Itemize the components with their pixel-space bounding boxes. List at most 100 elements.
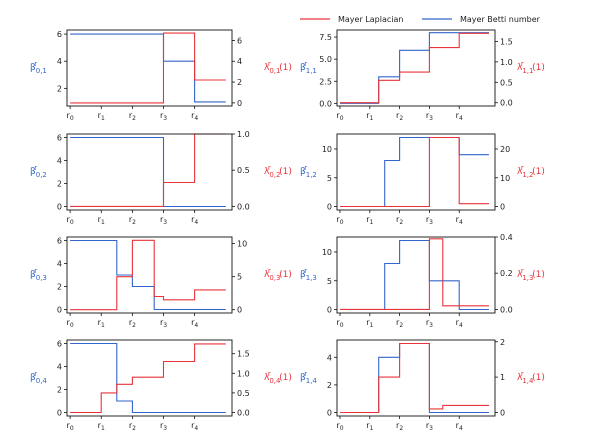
laplacian-series-line: [70, 133, 226, 207]
left-y-tick-label: 4: [57, 156, 62, 165]
left-axis-label: β0,1r: [30, 60, 47, 75]
betti-series-line: [340, 136, 489, 208]
left-y-tick-label: 10: [322, 145, 332, 154]
right-y-tick-label: 0: [237, 306, 242, 315]
right-y-tick-label: 4: [237, 57, 242, 66]
right-y-tick-label: 2: [237, 78, 242, 87]
laplacian-series-line: [70, 343, 226, 414]
x-tick-label: r3: [426, 111, 433, 122]
chart-panel-1-4: 0 2 4 0 1 2 r0 r1 r2 r3 r4 β1,4r λ1,4r (1): [300, 338, 545, 432]
left-axis-label: β0,2r: [30, 164, 47, 179]
legend: Mayer Laplacian Mayer Betti number: [300, 15, 541, 24]
laplacian-series-line: [340, 238, 489, 310]
betti-series-line: [70, 136, 226, 208]
plot-frame: [66, 29, 233, 107]
left-y-tick-label: 6: [57, 30, 62, 39]
betti-series-line: [70, 239, 226, 311]
left-y-tick-label: 0: [327, 306, 332, 315]
x-tick-label: r2: [129, 111, 136, 122]
plot-frame: [336, 339, 496, 417]
left-y-tick-label: 2.5: [319, 77, 332, 86]
left-y-tick-label: 4: [327, 353, 332, 362]
laplacian-series-line: [70, 239, 226, 311]
betti-series-line: [70, 342, 226, 414]
right-y-tick-label: 1.0: [237, 130, 250, 139]
left-y-tick-label: 2: [327, 381, 332, 390]
right-y-tick-label: 1: [500, 373, 505, 382]
x-tick-label: r1: [98, 421, 105, 432]
x-tick-label: r2: [396, 421, 403, 432]
left-y-tick-label: 2: [57, 180, 62, 189]
x-tick-label: r1: [366, 215, 373, 226]
right-y-tick-label: 0: [500, 408, 505, 417]
x-tick-label: r2: [396, 215, 403, 226]
x-tick-label: r0: [336, 215, 343, 226]
left-axis-label: β1,2r: [300, 164, 317, 179]
betti-series-line: [340, 239, 489, 311]
plot-frame: [66, 339, 233, 417]
right-y-tick-label: 6: [237, 36, 242, 45]
x-tick-label: r1: [98, 318, 105, 329]
left-y-tick-label: 6: [57, 339, 62, 348]
left-y-tick-label: 5: [327, 174, 332, 183]
x-tick-label: r1: [366, 111, 373, 122]
right-y-tick-label: 0: [237, 99, 242, 108]
x-tick-label: r2: [396, 111, 403, 122]
right-y-tick-label: 2: [500, 338, 505, 347]
chart-panel-0-4: 0 2 4 6 0.0 0.5 1.0 1.5 r0 r1 r2 r3 r4 β0,4r λ0,4r (1): [30, 339, 292, 432]
x-tick-label: r0: [67, 111, 74, 122]
laplacian-series-line: [340, 136, 489, 208]
right-axis-label: λ1,2r (1): [517, 164, 545, 179]
right-axis-label: λ1,3r (1): [517, 267, 545, 282]
x-tick-label: r2: [129, 421, 136, 432]
right-y-tick-label: 0.5: [237, 389, 250, 398]
right-y-tick-label: 1.0: [500, 58, 513, 67]
right-y-tick-label: 0.0: [500, 305, 513, 314]
x-tick-label: r4: [191, 421, 198, 432]
left-axis-label: β0,4r: [30, 370, 47, 385]
x-tick-label: r2: [129, 318, 136, 329]
laplacian-series-line: [340, 342, 489, 414]
laplacian-series-line: [340, 32, 489, 104]
left-y-tick-label: 5.0: [319, 55, 332, 64]
left-y-tick-label: 0: [57, 306, 62, 315]
plot-frame: [66, 236, 233, 314]
left-y-tick-label: 0: [327, 409, 332, 418]
right-y-tick-label: 10: [500, 174, 510, 183]
left-axis-label: β1,1r: [300, 60, 317, 75]
left-y-tick-label: 0: [327, 203, 332, 212]
left-y-tick-label: 6: [57, 236, 62, 245]
x-tick-label: r4: [456, 421, 463, 432]
x-tick-label: r4: [191, 111, 198, 122]
chart-panel-1-1: 0.0 2.5 5.0 7.5 0.0 0.5 1.0 1.5 r0 r1 r2 r3 r4 β1,1r λ…: [300, 29, 545, 122]
right-axis-label: λ0,1r (1): [264, 60, 292, 75]
plot-frame: [336, 133, 496, 211]
left-y-tick-label: 0.0: [319, 99, 332, 108]
left-y-tick-label: 4: [57, 57, 62, 66]
x-tick-label: r0: [336, 421, 343, 432]
plot-frame: [66, 133, 233, 211]
left-y-tick-label: 2: [57, 84, 62, 93]
left-y-tick-label: 4: [57, 259, 62, 268]
right-axis-label: λ0,4r (1): [264, 370, 292, 385]
betti-series-line: [70, 33, 226, 103]
chart-panel-1-3: 0 5 10 0.0 0.2 0.4 r0 r1 r2 r3 r4 β1,3r λ1,3r (1): [300, 233, 545, 329]
left-y-tick-label: 2: [57, 386, 62, 395]
x-tick-label: r3: [160, 215, 167, 226]
right-axis-label: λ1,4r (1): [517, 370, 545, 385]
x-tick-label: r0: [67, 318, 74, 329]
right-y-tick-label: 10: [237, 240, 247, 249]
betti-series-line: [340, 342, 489, 414]
legend-betti-label: Mayer Betti number: [460, 15, 541, 24]
x-tick-label: r3: [426, 215, 433, 226]
x-tick-label: r2: [129, 215, 136, 226]
right-y-tick-label: 20: [500, 145, 510, 154]
x-tick-label: r1: [366, 421, 373, 432]
x-tick-label: r1: [366, 318, 373, 329]
x-tick-label: r4: [456, 215, 463, 226]
right-y-tick-label: 0.5: [500, 78, 513, 87]
chart-panel-0-2: 0 2 4 6 0.0 0.5 1.0 r0 r1 r2 r3 r4 β0,2r λ0,2r (1): [30, 130, 292, 226]
left-y-tick-label: 5: [327, 277, 332, 286]
left-y-tick-label: 6: [57, 133, 62, 142]
